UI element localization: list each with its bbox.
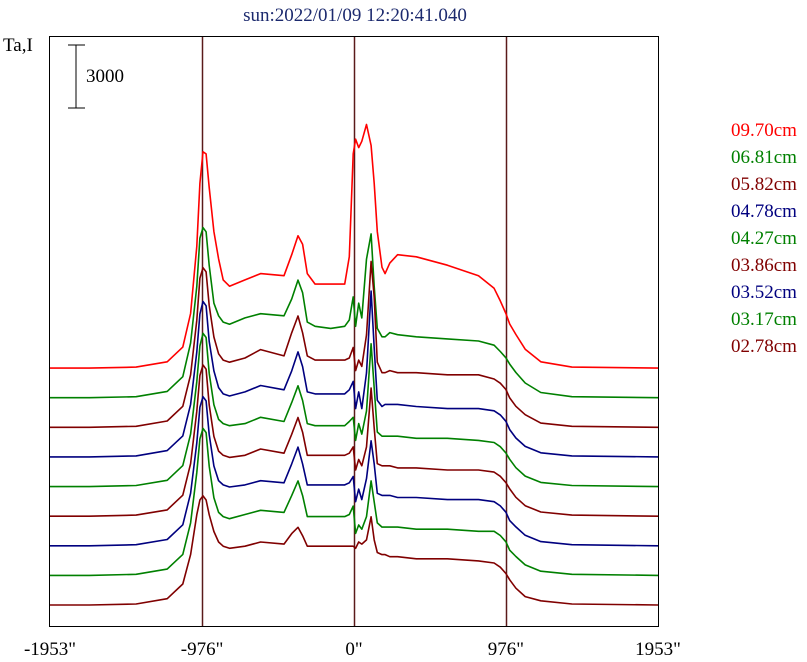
series-group: [50, 123, 659, 606]
series-line-06.81cm: [50, 226, 659, 399]
series-line-04.78cm: [50, 290, 659, 458]
x-tick-label: 1953": [635, 639, 681, 660]
series-line-03.17cm: [50, 427, 659, 577]
series-line-03.86cm: [50, 364, 659, 518]
scale-bar-label: 3000: [86, 66, 124, 87]
legend-entry: 03.52cm: [731, 282, 797, 303]
x-tick-label: -976": [181, 639, 224, 660]
legend-entry: 06.81cm: [731, 147, 797, 168]
legend-entry: 04.78cm: [731, 201, 797, 222]
series-line-04.27cm: [50, 332, 659, 488]
legend-entry: 03.86cm: [731, 255, 797, 276]
series-line-05.82cm: [50, 260, 659, 429]
legend-entry: 03.17cm: [731, 309, 797, 330]
reference-lines: [201, 37, 508, 626]
x-tick-label: 976": [488, 639, 524, 660]
plot-area: [49, 36, 659, 627]
series-line-02.78cm: [50, 494, 659, 606]
legend-entry: 02.78cm: [731, 336, 797, 357]
legend-entry: 04.27cm: [731, 228, 797, 249]
y-axis-label: Ta,I: [3, 35, 33, 56]
legend: 09.70cm 06.81cm 05.82cm 04.78cm 04.27cm 03.86…: [731, 120, 797, 357]
x-tick-label: 0": [345, 639, 362, 660]
plot-frame: [49, 36, 659, 627]
scale-bar: 3000: [68, 44, 124, 109]
series-line-03.52cm: [50, 395, 659, 547]
series-line-09.70cm: [50, 123, 659, 369]
chart-title: sun:2022/01/09 12:20:41.040: [243, 5, 467, 26]
x-tick-label: -1953": [24, 639, 76, 660]
legend-entry: 09.70cm: [731, 120, 797, 141]
legend-entry: 05.82cm: [731, 174, 797, 195]
x-axis-ticks: -1953" -976" 0" 976" 1953": [24, 639, 681, 660]
